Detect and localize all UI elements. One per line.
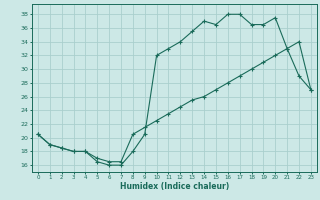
X-axis label: Humidex (Indice chaleur): Humidex (Indice chaleur) xyxy=(120,182,229,191)
